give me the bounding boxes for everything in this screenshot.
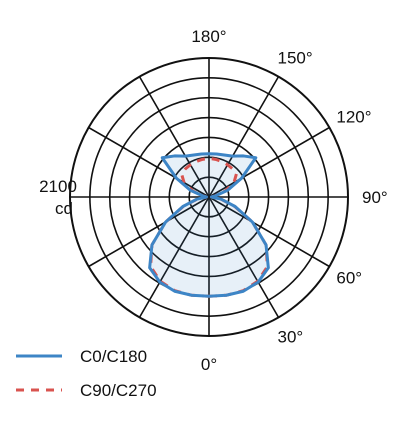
- grid-spoke-30: [208, 196, 280, 318]
- angle-label-30: 30°: [278, 327, 304, 346]
- grid-spoke-60: [208, 196, 330, 268]
- series-layer: [148, 152, 270, 298]
- legend-label-c90-c270: C90/C270: [80, 381, 157, 400]
- grid-spoke-330: [138, 196, 210, 318]
- angle-label-90: 90°: [362, 188, 388, 207]
- series-line-c0-c180: [148, 152, 270, 298]
- legend: C0/C180 C90/C270: [16, 347, 157, 400]
- grid-spoke-150: [208, 76, 280, 198]
- radial-scale-value: 2100: [39, 177, 77, 196]
- grid-spoke-120: [208, 126, 330, 198]
- angle-label-180: 180°: [191, 27, 226, 46]
- grid-spoke-300: [88, 196, 210, 268]
- polar-grid: [69, 57, 349, 337]
- angle-label-150: 150°: [278, 49, 313, 68]
- grid-spoke-210: [138, 76, 210, 198]
- grid-spoke-240: [88, 126, 210, 198]
- angle-label-0: 0°: [201, 355, 217, 374]
- legend-label-c0-c180: C0/C180: [80, 347, 147, 366]
- angle-label-60: 60°: [336, 269, 362, 288]
- angle-labels: 0° 30° 60° 90° 120° 150° 180°: [191, 27, 387, 374]
- series-fill-c0-c180: [149, 153, 269, 297]
- radial-scale-unit: cd: [55, 199, 73, 218]
- angle-label-120: 120°: [336, 108, 371, 127]
